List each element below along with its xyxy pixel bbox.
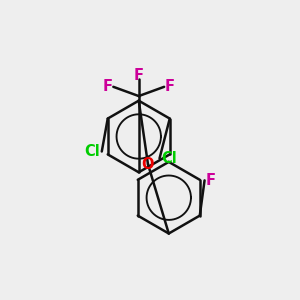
Text: Cl: Cl	[161, 151, 177, 166]
Text: O: O	[142, 157, 154, 172]
Text: Cl: Cl	[85, 144, 101, 159]
Text: F: F	[134, 68, 144, 83]
Text: F: F	[165, 79, 175, 94]
Text: F: F	[205, 173, 215, 188]
Text: F: F	[103, 79, 112, 94]
